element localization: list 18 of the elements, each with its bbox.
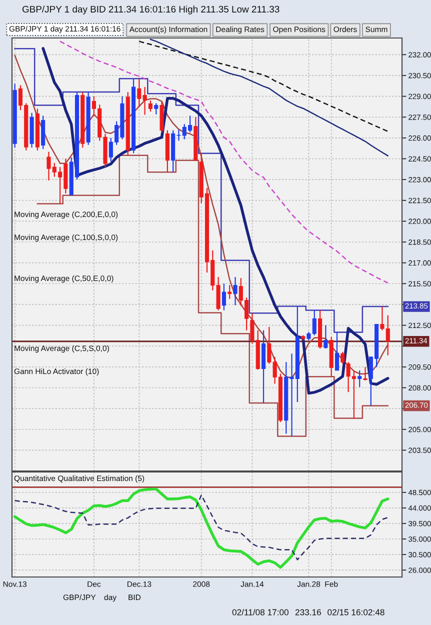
candlestick xyxy=(334,332,340,371)
candlestick xyxy=(228,284,232,300)
candlestick xyxy=(148,100,153,112)
candlestick xyxy=(340,351,345,364)
text: 02/11/08 17:00 xyxy=(232,608,288,616)
line-series xyxy=(150,38,388,156)
line-series xyxy=(13,488,390,569)
candlestick xyxy=(324,324,328,350)
text: 233.16 xyxy=(295,609,321,616)
text: 02/15 16:02:48 xyxy=(328,608,384,616)
candlestick xyxy=(222,283,226,311)
candlestick xyxy=(233,276,238,306)
chart-title: GBP/JPY 1 day BID 211.34 16:01:16 High 211.35 Low 211.33 xyxy=(22,6,280,14)
line-series xyxy=(138,40,388,132)
candlestick xyxy=(154,102,158,115)
candlestick xyxy=(363,366,368,381)
line-series xyxy=(14,494,388,560)
candlestick xyxy=(358,370,362,388)
